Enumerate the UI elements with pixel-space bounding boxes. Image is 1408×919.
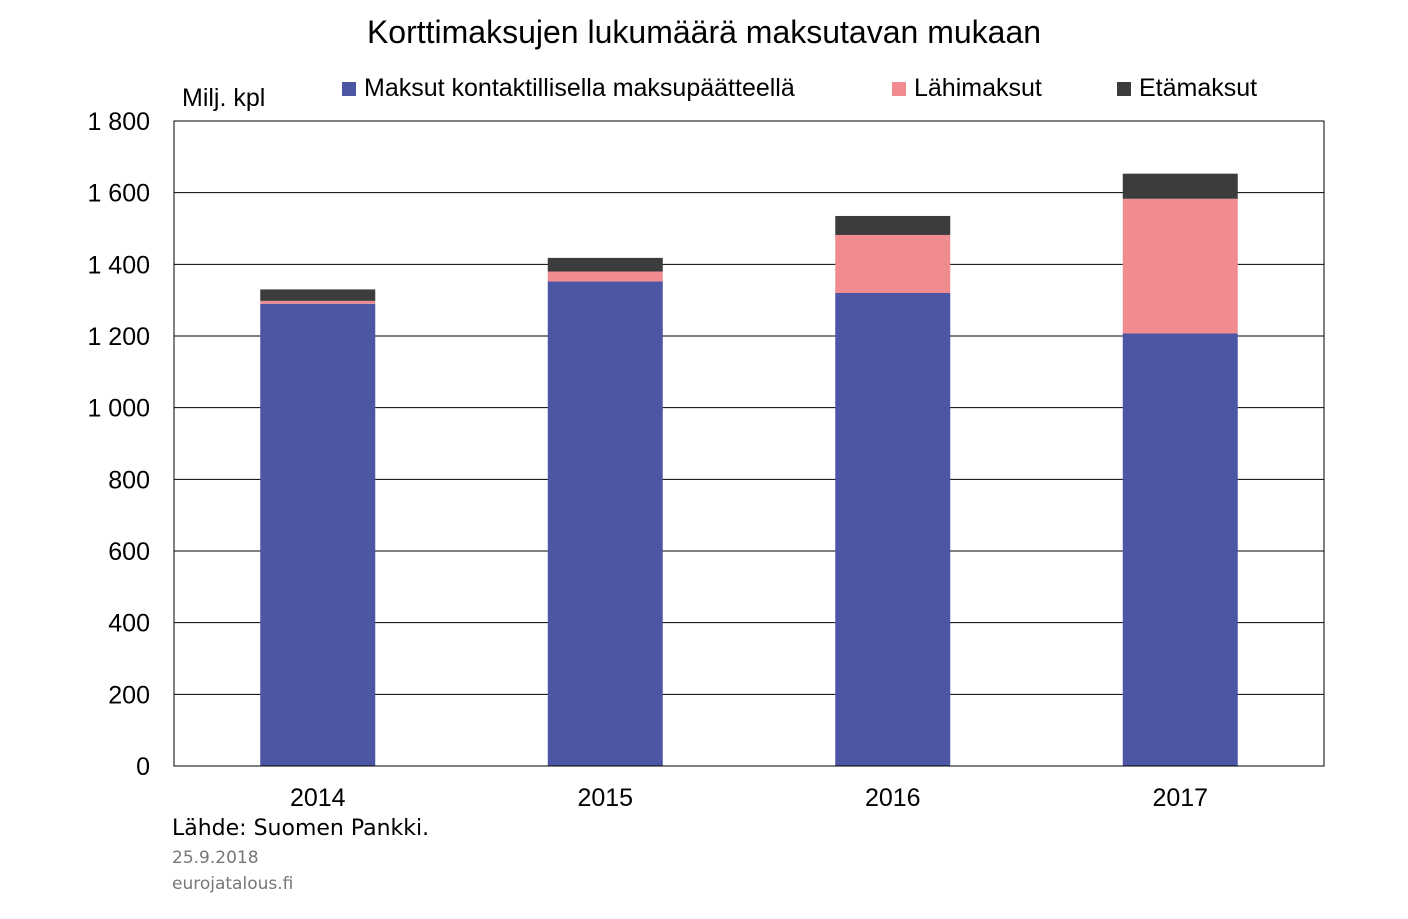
date-note: 25.9.2018 [172, 848, 259, 868]
bar-segment-2016-2 [835, 234, 951, 293]
bar-segment-2017-3 [1122, 173, 1238, 199]
y-tick-label: 1 800 [87, 108, 150, 136]
x-tick-label: 2015 [577, 784, 633, 812]
y-tick-label: 800 [108, 466, 150, 494]
bar-segment-2015-1 [547, 281, 663, 766]
legend-item-remote: Etämaksut [1117, 74, 1257, 103]
y-tick-label: 1 400 [87, 251, 150, 279]
legend-label-contact: Maksut kontaktillisella maksupäätteellä [364, 74, 795, 102]
legend-label-contactless: Lähimaksut [914, 74, 1042, 102]
legend-label-remote: Etämaksut [1139, 74, 1258, 102]
legend-swatch-remote [1117, 81, 1131, 96]
bar-segment-2016-3 [835, 215, 951, 235]
legend-swatch-contact [342, 81, 356, 96]
site-note: eurojatalous.fi [172, 874, 294, 894]
y-tick-label: 1 200 [87, 323, 150, 351]
plot-frame [173, 120, 1325, 767]
source-note: Lähde: Suomen Pankki. [172, 816, 430, 841]
x-tick-label: 2014 [290, 784, 346, 812]
bar-segment-2014-2 [260, 300, 376, 304]
bar-segment-2015-3 [547, 257, 663, 272]
y-tick-label: 0 [136, 753, 150, 781]
y-tick-label: 1 000 [87, 395, 150, 423]
chart-title: Korttimaksujen lukumäärä maksutavan muka… [366, 14, 1042, 50]
bar-segment-2016-1 [835, 293, 951, 766]
bar-segment-2014-1 [260, 303, 376, 766]
legend-item-contactless: Lähimaksut [892, 74, 1042, 103]
x-tick-label: 2016 [865, 784, 921, 812]
y-tick-label: 1 600 [87, 180, 150, 208]
y-axis-unit-label: Milj. kpl [182, 84, 266, 112]
x-tick-label: 2017 [1152, 784, 1208, 812]
y-tick-label: 600 [108, 538, 150, 566]
legend: Maksut kontaktillisella maksupäätteellä … [0, 74, 1408, 108]
bar-segment-2017-2 [1122, 198, 1238, 334]
bar-segment-2015-2 [547, 271, 663, 282]
bar-segment-2014-3 [260, 289, 376, 301]
bar-segment-2017-1 [1122, 333, 1238, 766]
legend-swatch-contactless [892, 81, 906, 96]
legend-item-contact: Maksut kontaktillisella maksupäätteellä [342, 74, 795, 103]
y-tick-label: 200 [108, 681, 150, 709]
y-tick-label: 400 [108, 610, 150, 638]
